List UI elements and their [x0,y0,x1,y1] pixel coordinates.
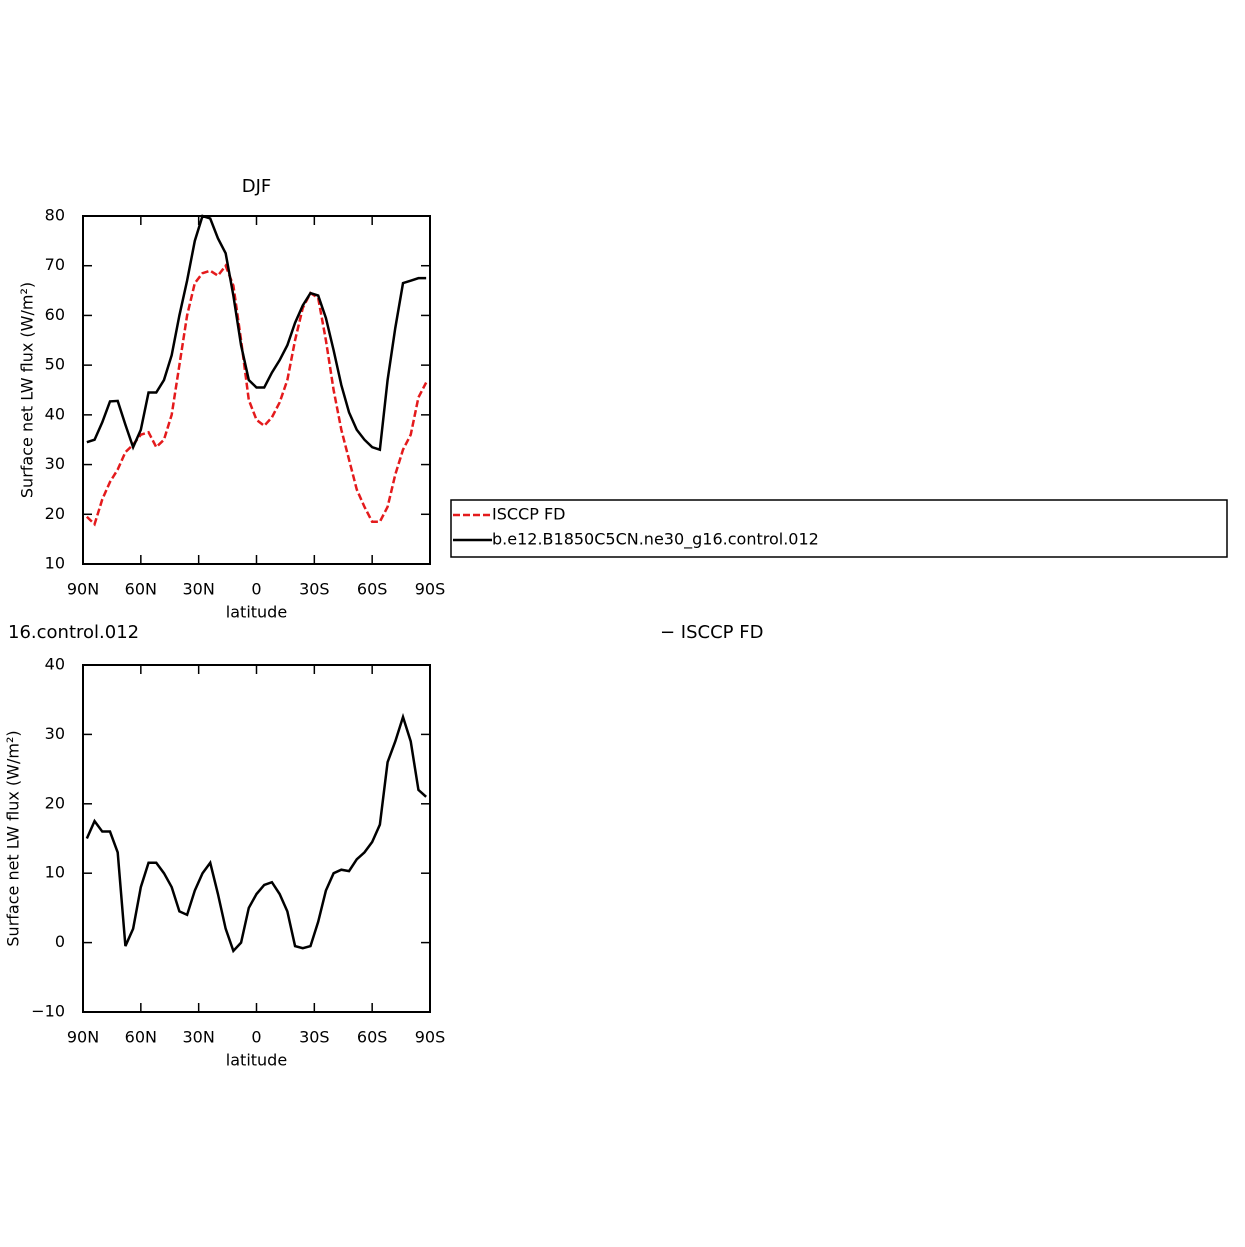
y-tick-label: 10 [45,863,65,882]
x-tick-label: 0 [251,1028,261,1047]
chart-title: 16.control.012 [8,622,139,643]
y-tick-label: 50 [45,355,65,374]
y-tick-label: 20 [45,504,65,523]
x-tick-label: 0 [251,580,261,599]
legend-label: b.e12.B1850C5CN.ne30_g16.control.012 [492,530,819,550]
series-line [86,214,427,452]
series-line [85,712,427,954]
x-tick-label: 60S [357,1028,388,1047]
x-tick-label: 30S [299,1028,330,1047]
x-tick-label: 90N [67,1028,99,1047]
y-tick-label: 60 [45,305,65,324]
x-tick-label: 30N [183,1028,215,1047]
y-axis-label: Surface net LW flux (W/m²) [18,282,37,498]
y-tick-label: 10 [45,554,65,573]
y-tick-label: 30 [45,454,65,473]
plot-frame [82,664,431,1013]
x-axis-label: latitude [226,1051,287,1070]
y-tick-label: −10 [31,1002,65,1021]
legend-box [450,499,1228,558]
x-axis-label: latitude [226,603,287,622]
x-tick-label: 60N [125,580,157,599]
y-axis-label: Surface net LW flux (W/m²) [4,730,23,946]
x-tick-label: 60N [125,1028,157,1047]
y-tick-label: 0 [55,932,65,951]
y-tick-label: 40 [45,404,65,423]
y-tick-label: 70 [45,255,65,274]
x-tick-label: 90N [67,580,99,599]
y-tick-label: 30 [45,724,65,743]
x-tick-label: 30S [299,580,330,599]
x-tick-label: 60S [357,580,388,599]
x-tick-label: 90S [415,1028,446,1047]
y-tick-label: 40 [45,655,65,674]
series-line [85,263,428,527]
chart-title: DJF [242,176,272,197]
y-tick-label: 20 [45,793,65,812]
plot-frame [82,215,431,565]
y-tick-label: 80 [45,206,65,225]
x-tick-label: 90S [415,580,446,599]
x-tick-label: 30N [183,580,215,599]
chart-subtitle: − ISCCP FD [660,622,763,643]
legend-label: ISCCP FD [492,505,565,524]
